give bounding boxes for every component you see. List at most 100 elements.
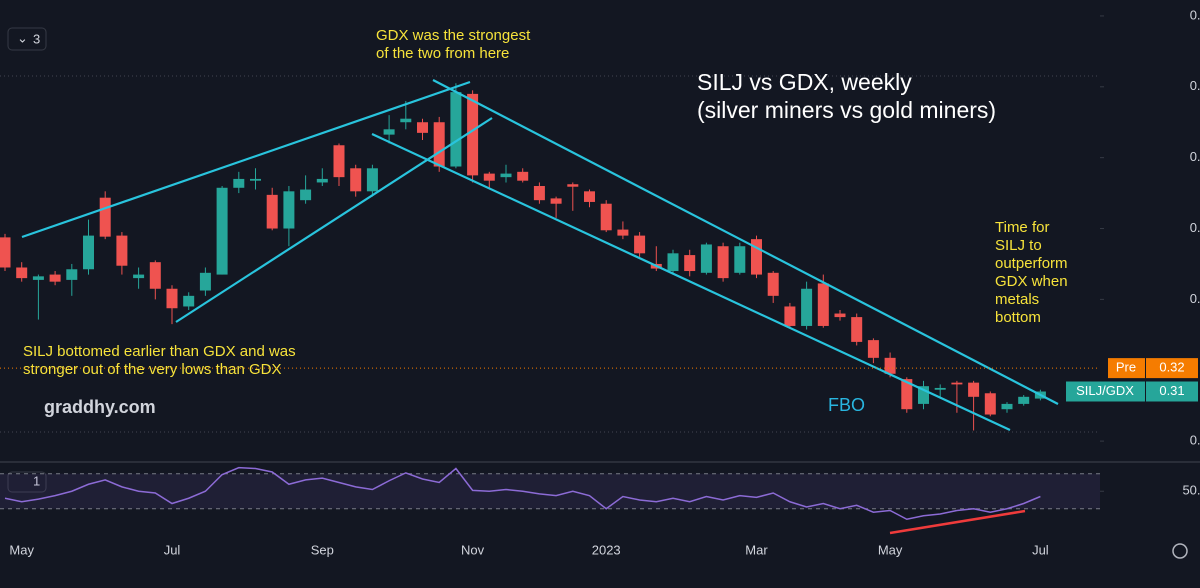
candle-body bbox=[83, 235, 94, 270]
x-tick-label: 2023 bbox=[592, 542, 621, 557]
candle-body bbox=[984, 393, 996, 415]
candle-body bbox=[517, 171, 529, 181]
trend-line bbox=[432, 79, 1059, 405]
annotation: bottom bbox=[995, 309, 1041, 326]
legend-box[interactable] bbox=[7, 471, 47, 493]
pre-tag bbox=[1146, 358, 1198, 379]
candle-body bbox=[751, 239, 762, 275]
last-tag bbox=[1066, 381, 1145, 402]
legend-count: 1 bbox=[33, 473, 40, 488]
y-tick-label: 0.34 bbox=[1190, 291, 1200, 306]
y-tick-label: 50.00 bbox=[1182, 483, 1200, 498]
candle-body bbox=[634, 235, 646, 254]
candle-body bbox=[366, 168, 378, 192]
annotation: GDX was the strongest bbox=[376, 27, 531, 44]
pre-tag bbox=[1108, 358, 1145, 379]
annotation: outperform bbox=[995, 255, 1068, 272]
candle-body bbox=[99, 197, 111, 237]
candles bbox=[0, 83, 1046, 431]
candle-body bbox=[734, 246, 746, 273]
candle-body bbox=[467, 93, 479, 176]
annotation: Time for bbox=[995, 219, 1049, 236]
candle-body bbox=[684, 255, 696, 272]
chevron: ⌄ bbox=[17, 30, 28, 45]
trend-line bbox=[175, 117, 493, 323]
x-tick-label: May bbox=[9, 542, 34, 557]
annotation: FBO bbox=[828, 395, 865, 415]
candle-body bbox=[16, 267, 28, 279]
x-tick-label: Jul bbox=[1032, 542, 1049, 557]
x-tick-label: Sep bbox=[311, 542, 334, 557]
candle-body bbox=[300, 189, 312, 201]
x-tick-label: Nov bbox=[461, 542, 485, 557]
candle-body bbox=[233, 178, 245, 188]
candle-body bbox=[149, 262, 161, 289]
candle-body bbox=[166, 288, 178, 309]
y-tick-label: 0.40 bbox=[1190, 78, 1200, 93]
x-tick-label: May bbox=[878, 542, 903, 557]
candle-body bbox=[183, 295, 195, 307]
y-tick-label: 0.38 bbox=[1190, 149, 1200, 164]
candle-body bbox=[49, 274, 61, 282]
settings-icon[interactable] bbox=[1172, 543, 1188, 559]
last-tag bbox=[1146, 381, 1198, 402]
x-tick-label: Jul bbox=[164, 542, 181, 557]
candle-body bbox=[32, 276, 44, 280]
candle-body bbox=[450, 92, 462, 167]
annotation: SILJ to bbox=[995, 237, 1042, 254]
candle-body bbox=[700, 244, 712, 273]
candle-body bbox=[834, 313, 846, 318]
candle-body bbox=[283, 191, 295, 229]
candle-body bbox=[951, 382, 963, 385]
annotation: metals bbox=[995, 291, 1039, 308]
legend-box[interactable] bbox=[7, 27, 47, 51]
candle-body bbox=[433, 122, 445, 167]
candle-body bbox=[918, 386, 929, 404]
rsi-line bbox=[4, 466, 1041, 521]
candle-body bbox=[901, 379, 913, 410]
candle-body bbox=[817, 283, 829, 326]
watermark: graddhy.com bbox=[44, 397, 156, 417]
candle-body bbox=[600, 203, 612, 231]
y-tick-label: 0.42 bbox=[1190, 7, 1200, 22]
last-price: 0.31 bbox=[1159, 383, 1184, 398]
candle-body bbox=[767, 272, 779, 296]
candle-body bbox=[584, 191, 595, 202]
y-tick-label: 0.36 bbox=[1190, 220, 1200, 235]
candle-body bbox=[567, 184, 579, 187]
annotation: GDX when bbox=[995, 273, 1068, 290]
candle-body bbox=[867, 340, 879, 358]
title: (silver miners vs gold miners) bbox=[697, 97, 996, 123]
annotation: of the two from here bbox=[376, 45, 509, 62]
candle-body bbox=[1018, 396, 1030, 404]
candle-body bbox=[417, 122, 428, 133]
candle-body bbox=[500, 173, 512, 178]
candle-body bbox=[216, 187, 228, 275]
x-tick-label: Mar bbox=[745, 542, 768, 557]
candle-body bbox=[0, 237, 11, 268]
candle-body bbox=[717, 246, 729, 279]
candle-body bbox=[851, 317, 863, 342]
candle-body bbox=[116, 235, 128, 266]
candle-body bbox=[533, 186, 545, 201]
annotation: stronger out of the very lows than GDX bbox=[23, 361, 281, 378]
candle-body bbox=[801, 288, 813, 326]
pre-name: Pre bbox=[1116, 360, 1136, 375]
candle-body bbox=[550, 198, 562, 204]
candle-body bbox=[266, 194, 278, 229]
pre-price: 0.32 bbox=[1159, 360, 1184, 375]
candle-body bbox=[483, 173, 495, 181]
candle-body bbox=[250, 178, 261, 181]
candle-body bbox=[199, 272, 211, 291]
candle-body bbox=[383, 129, 395, 135]
candle-body bbox=[968, 382, 980, 397]
candle-body bbox=[934, 387, 946, 390]
divergence-line bbox=[889, 509, 1026, 535]
legend-count: 3 bbox=[33, 31, 40, 46]
candle-body bbox=[784, 306, 796, 326]
candle-body bbox=[667, 253, 679, 272]
candle-body bbox=[66, 269, 78, 280]
candle-body bbox=[333, 145, 345, 178]
candle-body bbox=[400, 118, 412, 123]
